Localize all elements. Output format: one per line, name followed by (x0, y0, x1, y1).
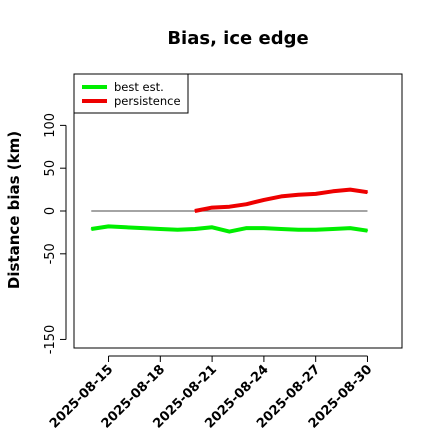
data-point-best-est (332, 228, 334, 230)
data-point-persistence (315, 193, 317, 195)
legend: best est. persistence (73, 73, 189, 114)
y-tick-label: 100 (43, 113, 58, 138)
data-point-best-est (211, 226, 213, 228)
data-point-persistence (211, 206, 213, 209)
data-point-persistence (349, 188, 351, 191)
data-point-persistence (194, 210, 196, 212)
data-point-persistence (246, 203, 248, 205)
data-point-best-est (349, 227, 351, 229)
data-point-persistence (280, 195, 282, 198)
data-point-best-est (366, 230, 369, 232)
data-point-best-est (125, 226, 127, 228)
data-point-best-est (297, 229, 300, 231)
data-point-persistence (366, 191, 369, 193)
data-point-best-est (280, 228, 282, 230)
chart-title: Bias, ice edge (167, 28, 308, 49)
y-axis-label: Distance bias (km) (5, 131, 23, 289)
series-line-persistence (194, 187, 368, 213)
data-point-best-est (107, 225, 110, 228)
plot-frame (73, 73, 403, 349)
legend-box (73, 73, 189, 114)
y-tick-label: 0 (43, 207, 58, 215)
data-point-best-est (263, 227, 265, 229)
y-tick-label: 50 (43, 160, 58, 177)
legend-label-persistence: persistence (114, 94, 181, 108)
y-axis: -150 -50 0 50 100 (43, 113, 67, 355)
data-point-best-est (246, 227, 248, 229)
data-point-persistence (263, 199, 265, 201)
data-point-persistence (297, 194, 300, 196)
y-tick-label: -50 (43, 243, 58, 264)
series-line-best-est (91, 224, 368, 234)
data-point-best-est (90, 228, 92, 230)
data-point-best-est (228, 230, 230, 233)
y-tick-label: -150 (43, 325, 58, 355)
data-point-best-est (159, 228, 161, 230)
legend-label-best-est: best est. (114, 80, 164, 94)
data-point-best-est (142, 227, 144, 229)
data-point-best-est (194, 228, 196, 230)
data-point-persistence (332, 190, 334, 192)
data-point-best-est (176, 229, 179, 231)
x-axis: 2025-08-152025-08-182025-08-212025-08-24… (47, 355, 375, 432)
data-point-best-est (315, 229, 317, 231)
data-point-persistence (228, 206, 230, 208)
